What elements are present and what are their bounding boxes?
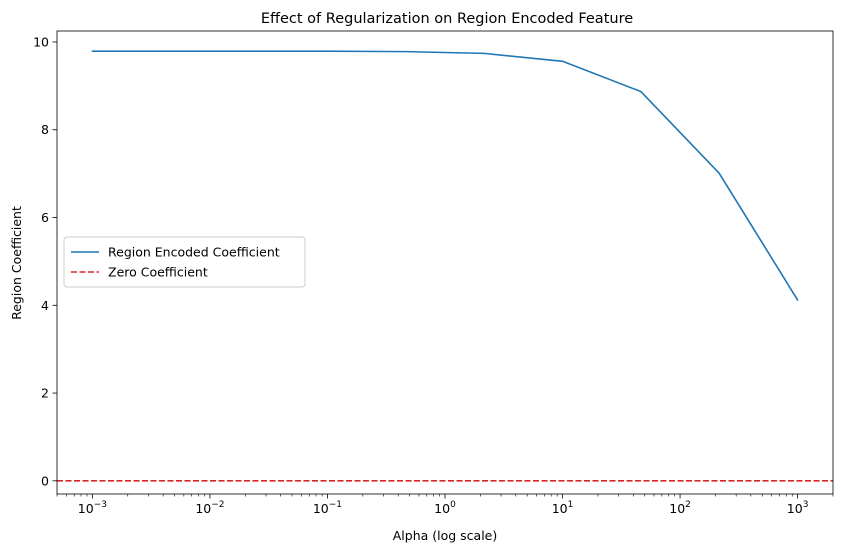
data-point	[248, 50, 250, 52]
x-axis-label: Alpha (log scale)	[393, 528, 498, 543]
series-line-region-encoded-coefficient	[92, 50, 799, 301]
x-axis: 10−3 10−2 10−1 100 101 102 103	[78, 494, 809, 516]
y-axis-label: Region Coefficient	[9, 206, 24, 320]
data-point	[91, 50, 94, 52]
y-tick-label: 8	[41, 122, 49, 137]
x-tick-label: 10−2	[195, 500, 224, 516]
data-point	[326, 50, 329, 52]
y-tick-label: 4	[41, 298, 49, 313]
chart-title: Effect of Regularization on Region Encod…	[261, 11, 633, 27]
legend: Region Encoded Coefficient Zero Coeffici…	[63, 236, 306, 288]
x-tick-label: 100	[434, 500, 456, 516]
data-point	[640, 90, 642, 93]
data-point	[405, 50, 407, 53]
y-tick-label: 2	[41, 386, 49, 401]
series-layer	[57, 50, 833, 482]
x-tick-label: 102	[669, 500, 691, 516]
data-point	[483, 52, 485, 55]
y-tick-label: 6	[41, 210, 49, 225]
y-tick-label: 0	[41, 473, 49, 488]
x-tick-label: 101	[552, 500, 574, 516]
y-tick-label: 10	[33, 34, 49, 49]
x-tick-label: 103	[787, 500, 809, 516]
data-point	[718, 172, 720, 174]
x-tick-label: 10−3	[78, 500, 107, 516]
x-tick-label: 10−1	[313, 500, 342, 516]
data-point	[561, 60, 564, 63]
legend-entry-zero-coefficient: Zero Coefficient	[108, 265, 208, 280]
legend-box	[63, 236, 306, 288]
data-point	[796, 299, 799, 301]
legend-entry-region-encoded-coefficient: Region Encoded Coefficient	[108, 245, 280, 260]
x-axis-minor-ticks	[56, 494, 834, 497]
y-axis: 0 2 4 6 8 10	[33, 34, 57, 488]
data-point	[169, 50, 172, 52]
